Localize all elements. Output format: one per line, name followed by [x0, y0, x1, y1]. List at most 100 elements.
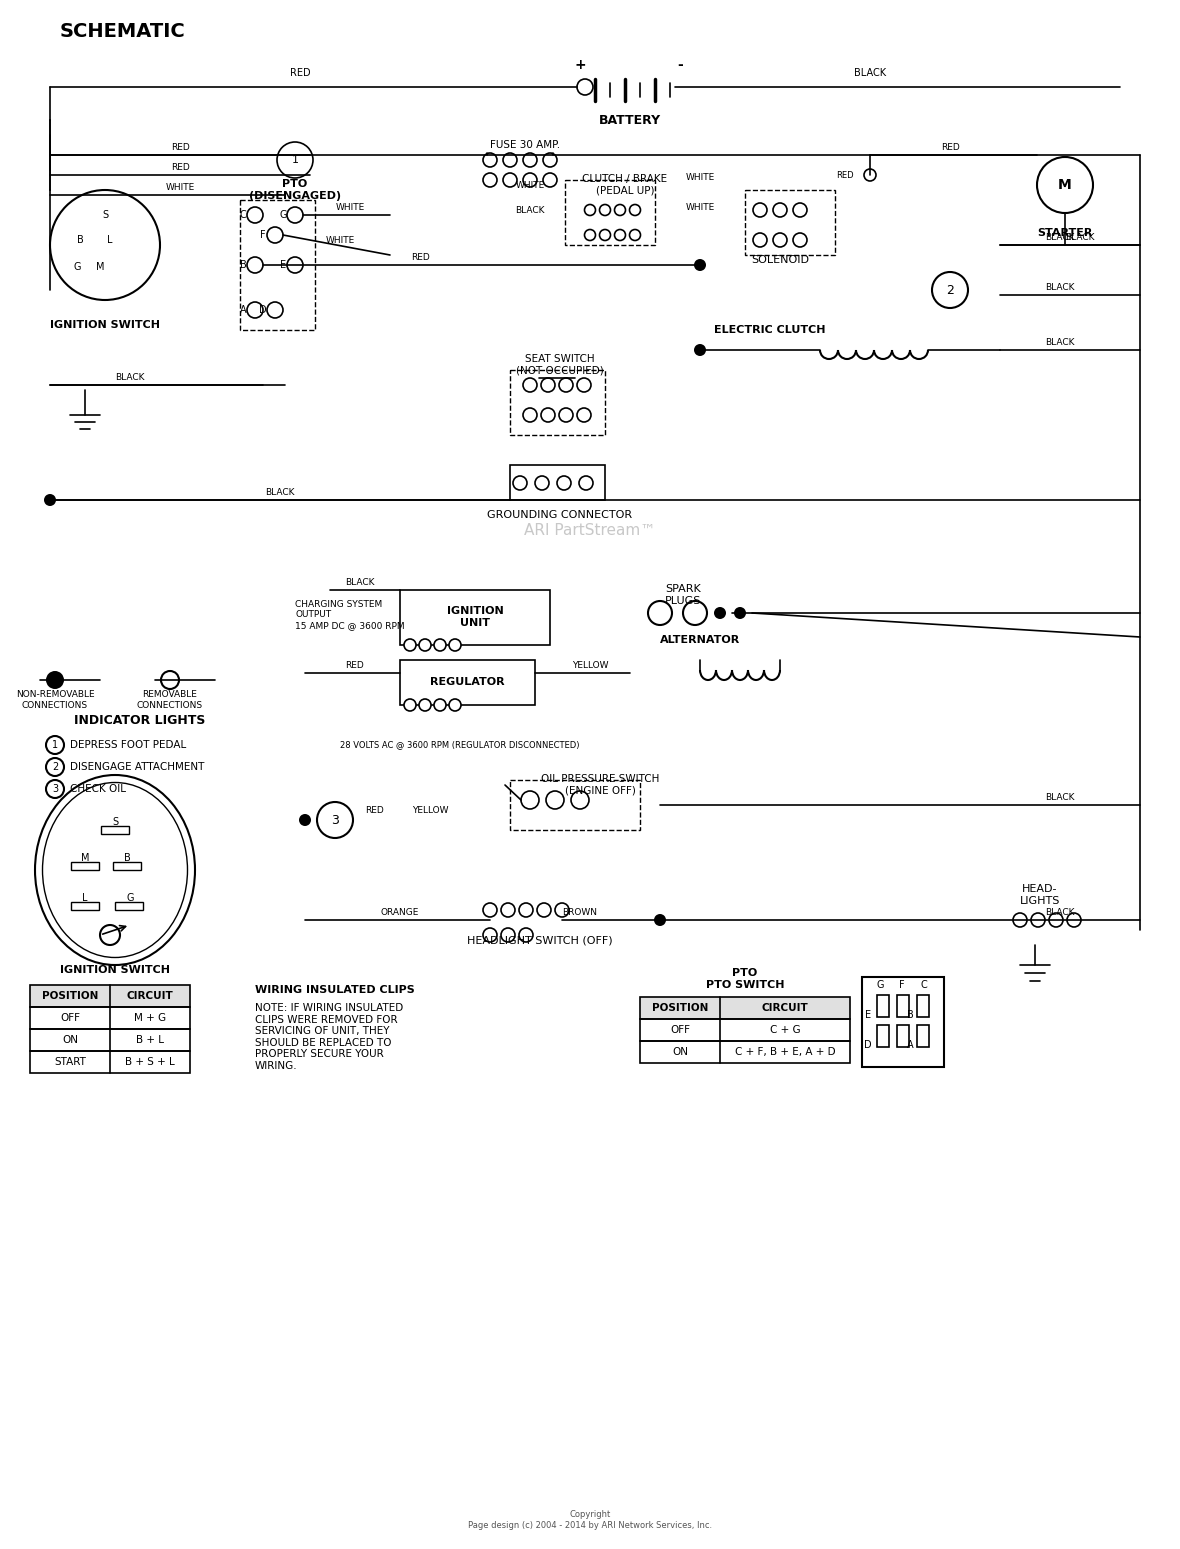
- Text: G: G: [126, 894, 133, 903]
- Text: BLACK: BLACK: [1045, 908, 1075, 917]
- Text: ALTERNATOR: ALTERNATOR: [660, 635, 740, 644]
- Circle shape: [543, 153, 557, 167]
- Text: ELECTRIC CLUTCH: ELECTRIC CLUTCH: [714, 325, 826, 335]
- Circle shape: [483, 928, 497, 942]
- Text: 28 VOLTS AC @ 3600 RPM (REGULATOR DISCONNECTED): 28 VOLTS AC @ 3600 RPM (REGULATOR DISCON…: [340, 740, 579, 750]
- Circle shape: [714, 607, 726, 620]
- Circle shape: [753, 232, 767, 246]
- Text: ORANGE: ORANGE: [381, 908, 419, 917]
- Circle shape: [1049, 912, 1063, 926]
- Text: +: +: [575, 57, 585, 71]
- Circle shape: [599, 204, 610, 215]
- Text: G: G: [877, 981, 884, 990]
- Bar: [565, 180, 655, 245]
- Circle shape: [864, 169, 876, 181]
- Text: D: D: [260, 305, 267, 314]
- Text: HEADLIGHT SWITCH (OFF): HEADLIGHT SWITCH (OFF): [467, 936, 612, 945]
- Circle shape: [557, 476, 571, 489]
- Bar: [30, 985, 190, 1007]
- Circle shape: [450, 699, 461, 711]
- Circle shape: [629, 229, 641, 240]
- Circle shape: [1012, 912, 1027, 926]
- Circle shape: [540, 407, 555, 421]
- Circle shape: [287, 257, 303, 273]
- Text: CIRCUIT: CIRCUIT: [126, 991, 173, 1001]
- Text: L: L: [83, 894, 87, 903]
- Circle shape: [267, 302, 283, 318]
- Circle shape: [793, 232, 807, 246]
- Text: A: A: [906, 1039, 913, 1050]
- Text: C + G: C + G: [769, 1025, 800, 1035]
- Text: IGNITION SWITCH: IGNITION SWITCH: [50, 321, 160, 330]
- Circle shape: [450, 640, 461, 651]
- Text: STARTER: STARTER: [1037, 228, 1093, 239]
- Circle shape: [615, 229, 625, 240]
- Circle shape: [584, 229, 596, 240]
- Text: RED: RED: [171, 163, 189, 172]
- Text: B + L: B + L: [136, 1035, 164, 1046]
- Text: S: S: [101, 211, 109, 220]
- Text: D: D: [864, 1039, 872, 1050]
- Circle shape: [522, 792, 539, 809]
- Circle shape: [404, 640, 417, 651]
- Circle shape: [483, 153, 497, 167]
- Circle shape: [584, 204, 596, 215]
- Circle shape: [599, 229, 610, 240]
- Text: ON: ON: [63, 1035, 78, 1046]
- Text: BLACK: BLACK: [1045, 338, 1075, 347]
- Bar: [640, 998, 850, 1019]
- Text: DISENGAGE ATTACHMENT: DISENGAGE ATTACHMENT: [70, 762, 204, 771]
- Circle shape: [523, 153, 537, 167]
- Bar: [510, 465, 605, 500]
- Circle shape: [404, 699, 417, 711]
- Circle shape: [247, 302, 263, 318]
- Circle shape: [577, 407, 591, 421]
- Text: BLACK: BLACK: [854, 68, 886, 77]
- Text: B: B: [77, 235, 84, 245]
- Text: WHITE: WHITE: [686, 203, 715, 212]
- Text: B + S + L: B + S + L: [125, 1056, 175, 1067]
- Text: BLACK: BLACK: [1066, 232, 1095, 242]
- Circle shape: [546, 792, 564, 809]
- Text: WHITE: WHITE: [326, 235, 355, 245]
- Text: OFF: OFF: [670, 1025, 690, 1035]
- Circle shape: [46, 671, 64, 689]
- Text: BLACK: BLACK: [266, 488, 295, 497]
- Text: BROWN: BROWN: [563, 908, 597, 917]
- Circle shape: [502, 928, 514, 942]
- Text: C: C: [240, 211, 247, 220]
- Circle shape: [483, 173, 497, 187]
- Circle shape: [247, 257, 263, 273]
- Text: YELLOW: YELLOW: [572, 660, 608, 669]
- Text: WHITE: WHITE: [335, 203, 365, 212]
- Bar: [71, 902, 99, 909]
- Text: POSITION: POSITION: [651, 1004, 708, 1013]
- Text: CHARGING SYSTEM
OUTPUT
15 AMP DC @ 3600 RPM: CHARGING SYSTEM OUTPUT 15 AMP DC @ 3600 …: [295, 599, 405, 630]
- Text: E: E: [280, 260, 286, 270]
- Text: OIL PRESSURE SWITCH
(ENGINE OFF): OIL PRESSURE SWITCH (ENGINE OFF): [540, 774, 660, 796]
- Circle shape: [793, 203, 807, 217]
- Circle shape: [519, 903, 533, 917]
- Circle shape: [773, 232, 787, 246]
- Text: L: L: [107, 235, 113, 245]
- Bar: [917, 994, 929, 1018]
- Bar: [114, 902, 143, 909]
- Text: WIRING INSULATED CLIPS: WIRING INSULATED CLIPS: [255, 985, 414, 994]
- Text: RED: RED: [289, 68, 310, 77]
- Text: 3: 3: [332, 813, 339, 827]
- Circle shape: [160, 671, 179, 689]
- Text: BATTERY: BATTERY: [599, 113, 661, 127]
- Circle shape: [100, 925, 120, 945]
- Circle shape: [247, 208, 263, 223]
- Circle shape: [419, 699, 431, 711]
- Text: C: C: [920, 981, 927, 990]
- Text: CHECK OIL: CHECK OIL: [70, 784, 126, 795]
- Circle shape: [579, 476, 594, 489]
- Circle shape: [277, 143, 313, 178]
- Text: POSITION: POSITION: [41, 991, 98, 1001]
- Text: FUSE 30 AMP.: FUSE 30 AMP.: [490, 139, 560, 150]
- Bar: [30, 1029, 190, 1052]
- Text: PTO SWITCH: PTO SWITCH: [706, 981, 785, 990]
- Text: 2: 2: [946, 283, 953, 296]
- Bar: [71, 861, 99, 871]
